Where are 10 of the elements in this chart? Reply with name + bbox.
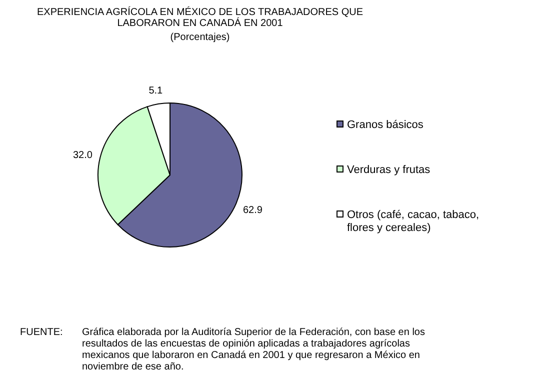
legend-label: Verduras y frutas [347, 164, 431, 176]
data-label: 5.1 [148, 86, 164, 97]
data-label: 32.0 [72, 150, 93, 162]
chart-subtitle: (Porcentajes) [170, 32, 230, 43]
legend-label: Otros (café, cacao, tabaco, flores y cereales) [347, 209, 480, 234]
chart-title: EXPERIENCIA AGRÍCOLA EN MÉXICO DE LOS TRABAJADORES QUE LABORARON EN CANADÁ EN 2001 [36, 6, 364, 29]
data-label: 62.9 [242, 205, 263, 216]
source-note: FUENTE: [20, 327, 63, 338]
text: Gráfica elaborada por la Auditoría Superior de la Federación, con base en los resultados de las encuestas de opinión aplicadas a trabajadores agrícolas mexicanos que laboraron en Canadá en 2001 y que regresaron a México en noviembre de ese año. [82, 327, 425, 372]
legend-label: Granos básicos [347, 119, 424, 131]
